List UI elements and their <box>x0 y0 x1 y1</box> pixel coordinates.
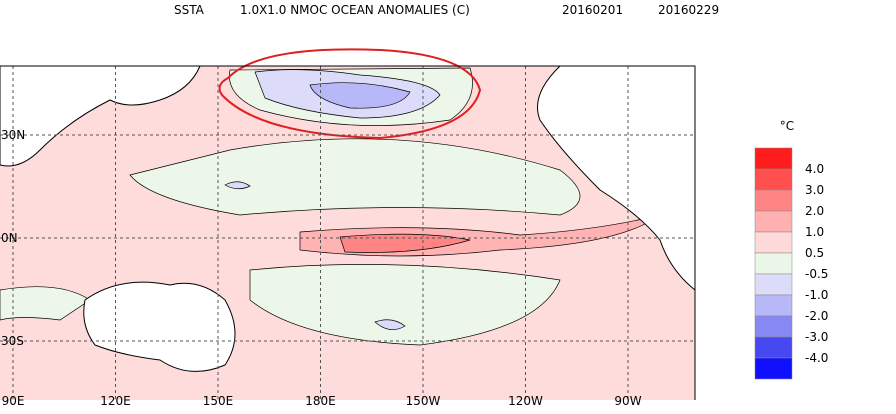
lat-label: 30N <box>1 128 25 142</box>
land-australia <box>83 281 236 372</box>
lon-label: 150E <box>203 394 234 408</box>
cool-patch <box>374 319 406 331</box>
subtitle: 1.0X1.0 NMOC OCEAN ANOMALIES (C) <box>240 3 470 17</box>
lon-label: 180E <box>305 394 336 408</box>
legend-swatch <box>754 168 793 191</box>
lon-label: 90E <box>2 394 25 408</box>
legend-label: -1.0 <box>805 288 828 302</box>
lon-label: 120E <box>100 394 131 408</box>
legend-swatch <box>754 357 793 380</box>
land-americas <box>537 65 696 292</box>
legend-swatch <box>754 210 793 233</box>
lon-label: 90W <box>614 394 641 408</box>
legend-label: 1.0 <box>805 225 824 239</box>
lat-label: 30S <box>1 334 24 348</box>
map: 90E 120E 150E 180E 150W 120W 90W 30N 0N 30S <box>0 48 696 408</box>
lon-label: 120W <box>508 394 543 408</box>
legend-swatch <box>754 231 793 254</box>
legend-swatch <box>754 294 793 317</box>
legend-swatch <box>754 189 793 212</box>
cool-patch <box>224 181 251 190</box>
legend-label: 3.0 <box>805 183 824 197</box>
annotation-circle <box>218 48 482 140</box>
legend-label: 0.5 <box>805 246 824 260</box>
legend-swatch <box>754 315 793 338</box>
legend-label: -2.0 <box>805 309 828 323</box>
legend-swatch <box>754 336 793 359</box>
legend-swatch <box>754 147 793 170</box>
neutral-band <box>249 264 561 346</box>
lon-label: 150W <box>406 394 441 408</box>
legend-unit: °C <box>780 119 794 133</box>
legend-swatch <box>754 273 793 296</box>
legend-label: -0.5 <box>805 267 828 281</box>
land-asia <box>0 65 201 167</box>
legend-label: 4.0 <box>805 162 824 176</box>
legend-swatch <box>754 252 793 275</box>
legend-label: -4.0 <box>805 351 828 365</box>
lat-label: 0N <box>1 231 18 245</box>
neutral-band <box>129 138 581 216</box>
end-date: 20160229 <box>658 3 719 17</box>
cold-core <box>309 82 411 109</box>
legend: 4.0 3.0 2.0 1.0 0.5 -0.5 -1.0 -2.0 -3.0 -4.0 <box>754 147 828 380</box>
warm-core <box>339 233 471 253</box>
legend-label: 2.0 <box>805 204 824 218</box>
start-date: 20160201 <box>562 3 623 17</box>
legend-label: -3.0 <box>805 330 828 344</box>
title: SSTA <box>174 3 205 17</box>
